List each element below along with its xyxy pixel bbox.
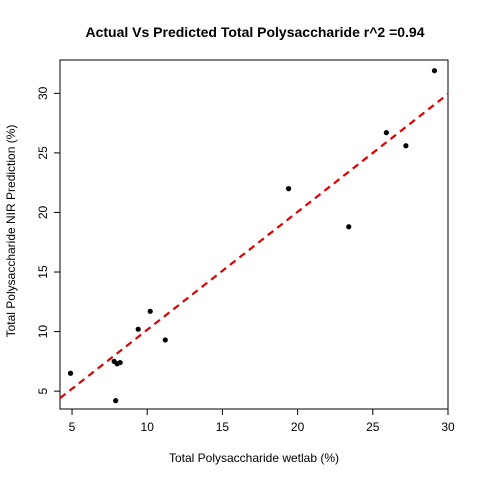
y-tick-label: 25	[36, 146, 50, 160]
data-point	[67, 370, 74, 376]
data-points	[67, 68, 438, 404]
data-point	[147, 308, 153, 314]
data-point	[431, 68, 438, 74]
y-tick-label: 10	[36, 325, 50, 339]
data-point	[135, 326, 141, 332]
y-tick-label: 15	[36, 265, 50, 279]
x-tick-label: 5	[69, 420, 76, 434]
plot-area-frame	[59, 59, 449, 410]
data-point	[162, 337, 168, 343]
y-tick-label: 30	[36, 86, 50, 100]
y-tick-label: 20	[36, 205, 50, 219]
x-tick-label: 25	[366, 420, 380, 434]
data-point	[346, 224, 352, 230]
x-axis-label: Total Polysaccharide wetlab (%)	[169, 451, 339, 465]
data-point	[403, 143, 409, 149]
data-point	[117, 359, 123, 366]
y-axis-label: Total Polysaccharide NIR Prediction (%)	[4, 125, 18, 338]
x-tick-label: 20	[291, 420, 305, 434]
data-point	[383, 130, 389, 136]
y-axis: 5 10 15 20 25 30	[36, 86, 60, 394]
x-axis: 5 10 15 20 25 30	[69, 409, 455, 434]
y-tick-label: 5	[36, 387, 50, 394]
x-tick-label: 10	[141, 420, 155, 434]
chart-title: Actual Vs Predicted Total Polysaccharide…	[85, 24, 424, 40]
x-tick-label: 15	[216, 420, 230, 434]
regression-fit-line	[59, 93, 449, 400]
x-tick-label: 30	[441, 420, 455, 434]
data-point	[113, 398, 119, 404]
data-point	[285, 186, 292, 192]
